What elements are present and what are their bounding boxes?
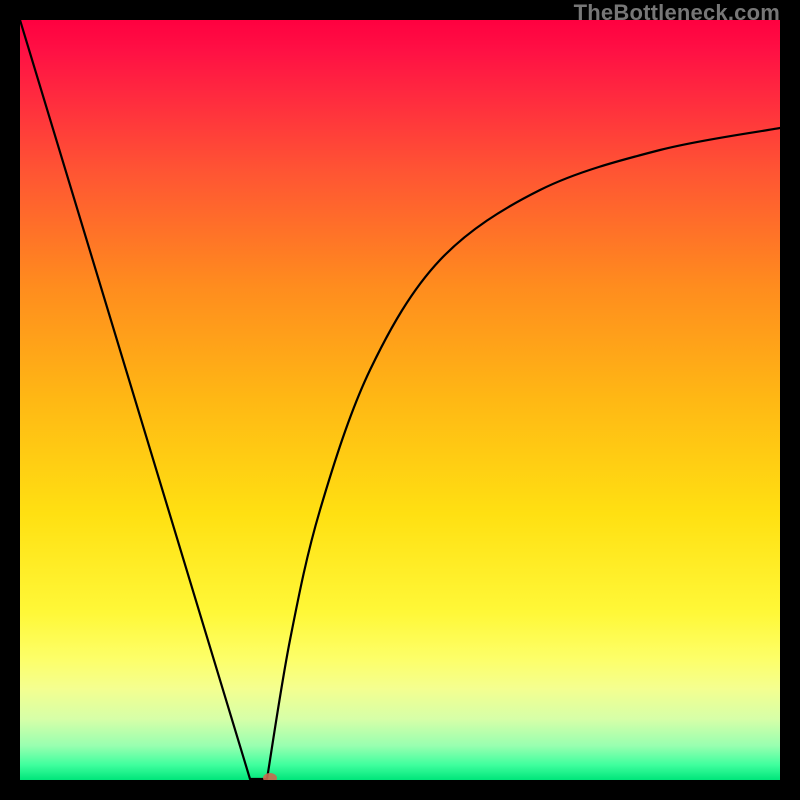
plot-svg [20,20,780,780]
plot-area [20,20,780,780]
watermark-label: TheBottleneck.com [574,0,780,26]
